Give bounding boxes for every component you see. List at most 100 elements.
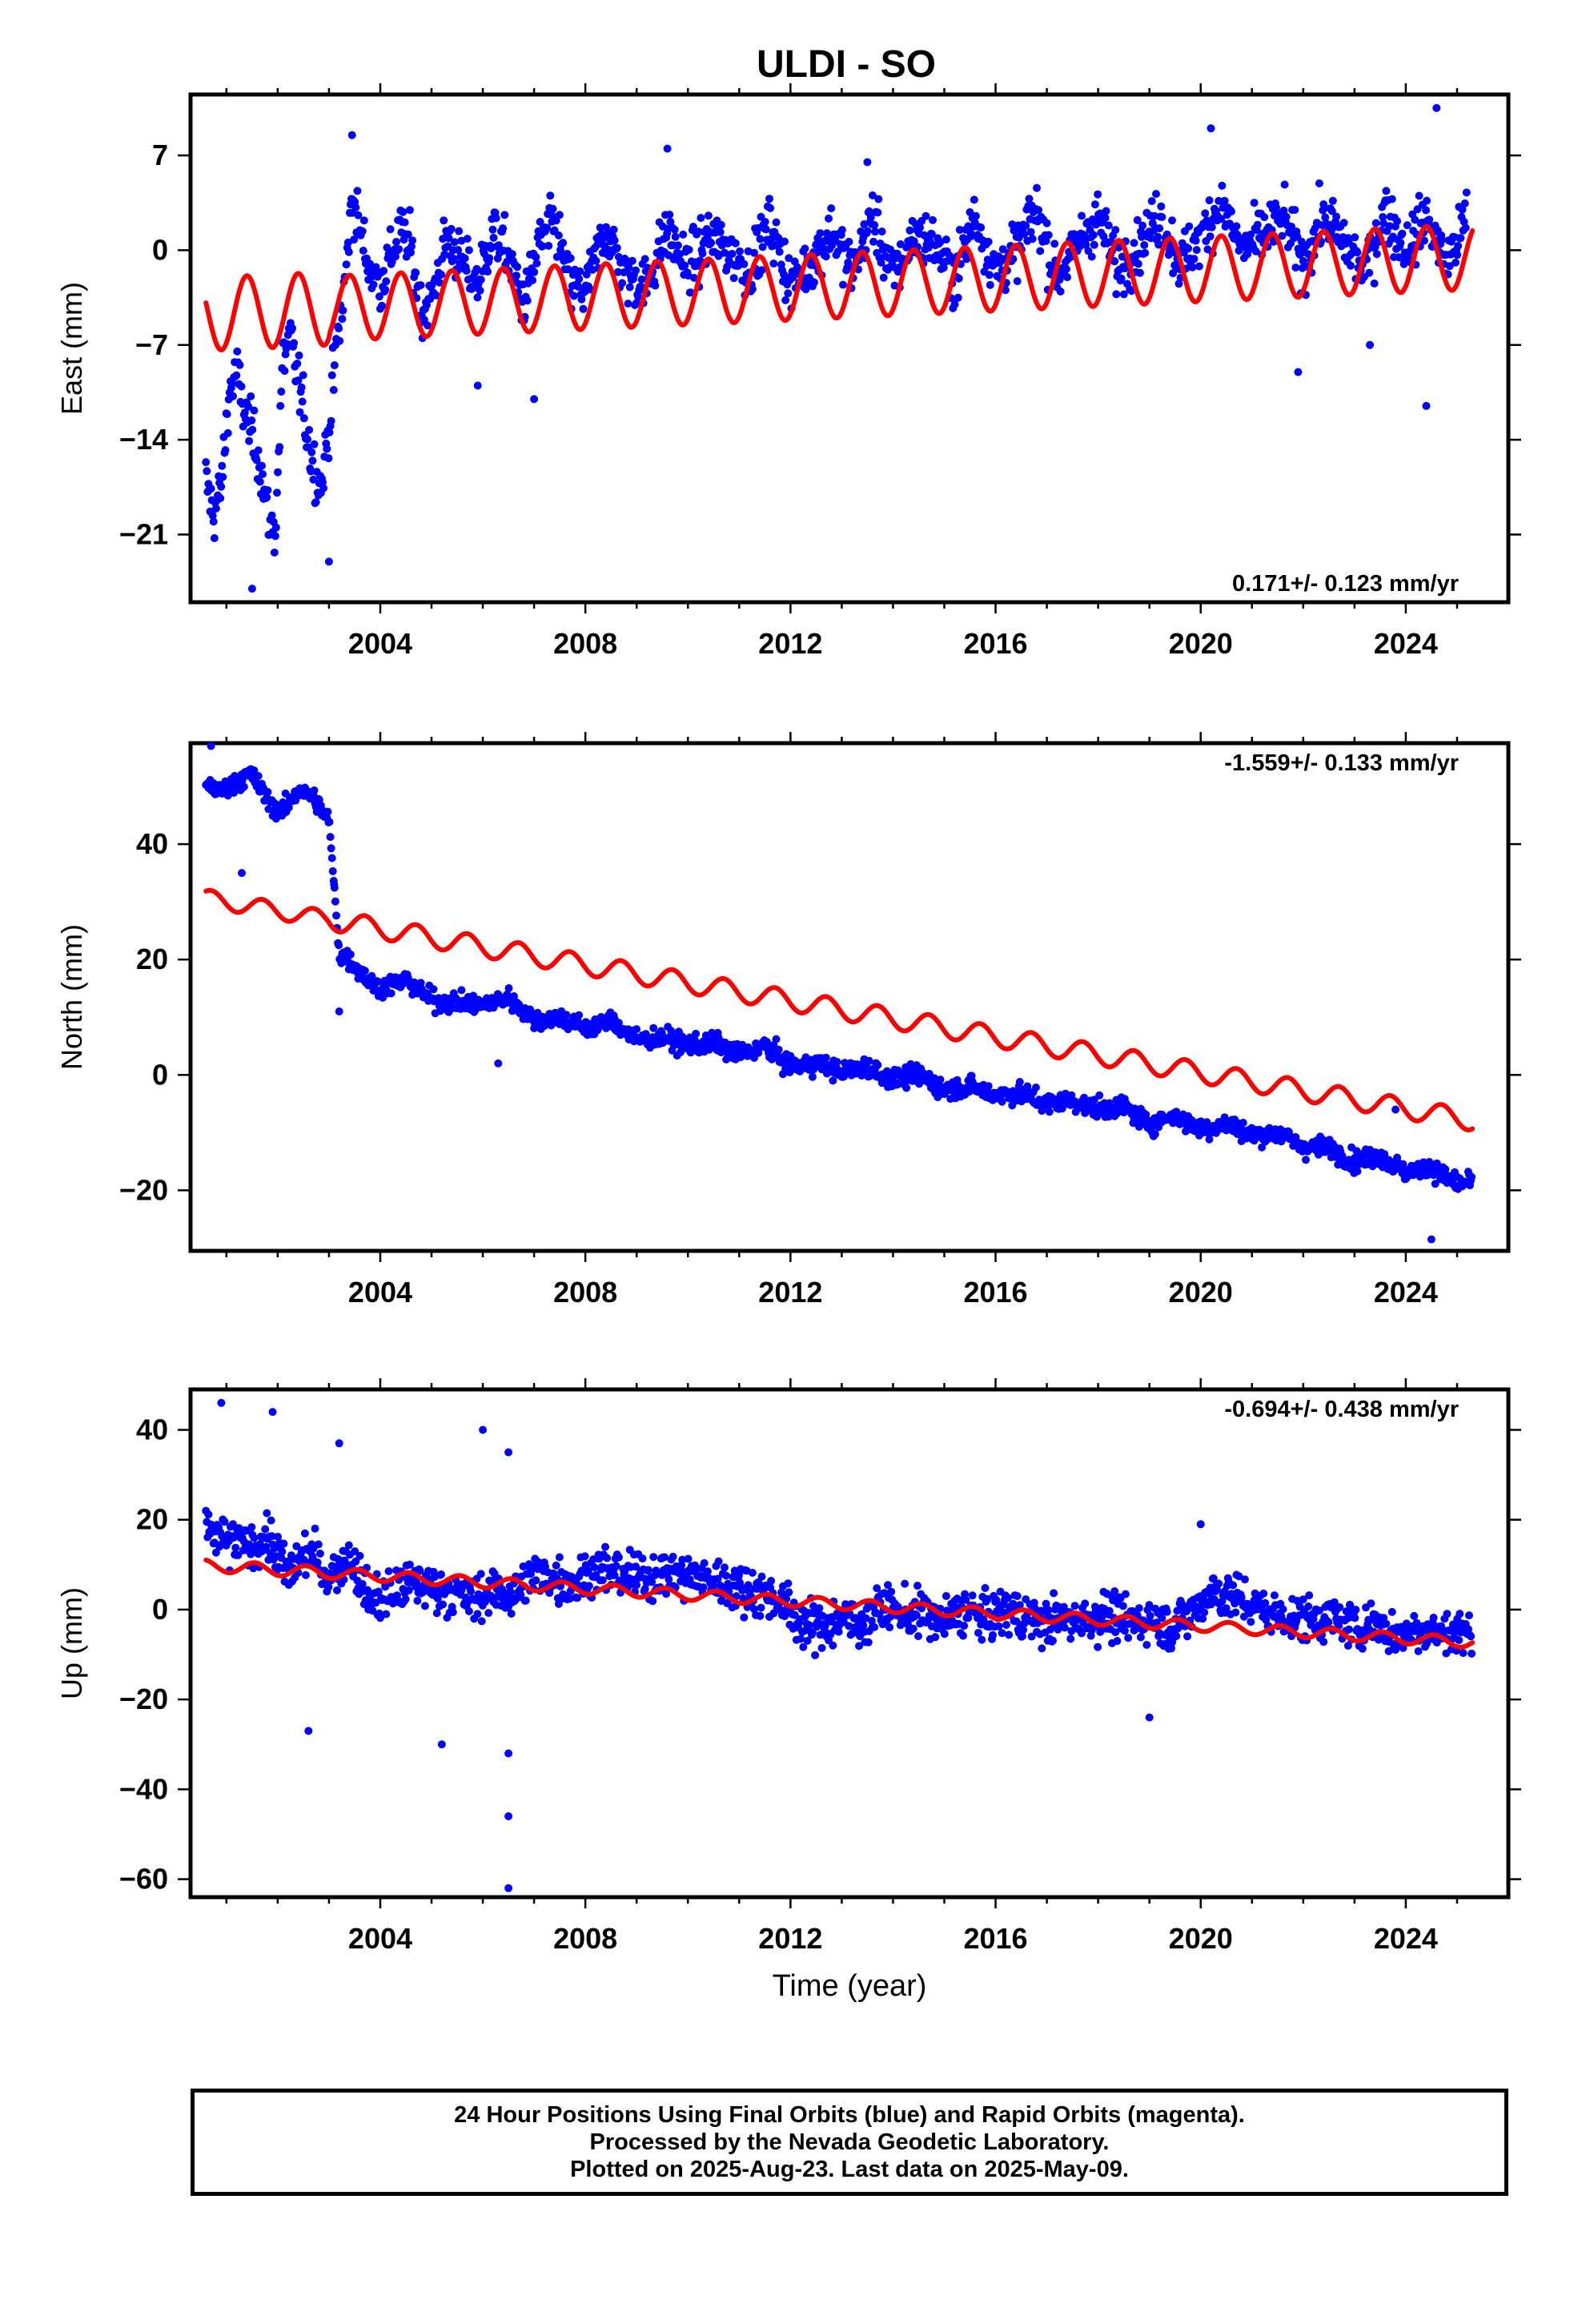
- up-data-point: [204, 1510, 213, 1519]
- north-data-point: [331, 897, 339, 906]
- up-data-point: [721, 1563, 729, 1572]
- east-data-point: [750, 248, 758, 257]
- north-data-point: [326, 833, 335, 842]
- up-data-point: [714, 1557, 723, 1566]
- east-data-point: [924, 243, 933, 252]
- up-data-point: [1279, 1605, 1287, 1614]
- east-data-point: [756, 235, 765, 243]
- east-data-point: [1044, 231, 1053, 239]
- up-data-point: [931, 1633, 940, 1642]
- up-y-tick-label: −20: [119, 1683, 168, 1715]
- east-data-point: [769, 259, 778, 268]
- east-data-point: [369, 280, 378, 289]
- up-data-point: [817, 1643, 826, 1652]
- east-data-point: [1403, 221, 1411, 230]
- up-data-point: [767, 1577, 776, 1585]
- north-data-point: [416, 979, 425, 987]
- up-data-point: [960, 1622, 969, 1630]
- north-data-point: [808, 1072, 817, 1081]
- up-outlier-point: [268, 1408, 277, 1417]
- up-data-point: [552, 1561, 560, 1570]
- up-data-point: [1351, 1614, 1359, 1622]
- east-data-point: [637, 275, 646, 283]
- up-data-point: [612, 1562, 620, 1570]
- east-data-point: [263, 486, 272, 495]
- north-data-point: [936, 1076, 945, 1084]
- east-data-point: [1462, 188, 1471, 197]
- east-data-point: [1013, 277, 1022, 286]
- east-data-point: [1150, 211, 1158, 220]
- east-data-point: [1287, 223, 1296, 231]
- east-data-point: [613, 267, 622, 276]
- east-data-point: [485, 254, 494, 263]
- east-data-point: [327, 371, 336, 380]
- up-data-point: [662, 1590, 671, 1598]
- east-data-point: [437, 270, 445, 279]
- east-data-point: [781, 296, 790, 304]
- east-data-point: [500, 211, 509, 219]
- east-data-point: [295, 408, 304, 416]
- east-data-point: [632, 299, 641, 308]
- east-y-tick-label: 0: [152, 233, 168, 266]
- up-data-point: [648, 1597, 657, 1606]
- east-data-point: [1119, 290, 1128, 299]
- north-data-point: [373, 977, 382, 986]
- up-data-point: [968, 1591, 977, 1600]
- north-data-point: [1431, 1180, 1439, 1188]
- up-data-point: [1042, 1599, 1050, 1608]
- east-data-point: [1133, 215, 1142, 224]
- north-outlier-point: [1427, 1235, 1435, 1244]
- east-data-point: [564, 265, 572, 274]
- east-data-point: [986, 280, 994, 289]
- up-data-point: [684, 1554, 693, 1563]
- up-data-point: [644, 1566, 652, 1574]
- east-x-tick-label: 2020: [1169, 627, 1233, 660]
- up-data-point: [870, 1622, 879, 1631]
- east-data-point: [1387, 195, 1396, 203]
- east-data-point: [1082, 240, 1090, 249]
- up-data-point: [909, 1624, 917, 1633]
- east-data-point: [1001, 286, 1010, 295]
- up-data-point: [722, 1571, 731, 1580]
- north-y-tick-label: 20: [136, 943, 168, 975]
- east-data-point: [1050, 239, 1059, 248]
- east-data-point: [216, 494, 225, 503]
- up-data-point: [803, 1636, 812, 1645]
- up-data-point: [1324, 1618, 1333, 1626]
- x-axis-label: Time (year): [773, 1969, 927, 2003]
- north-data-point: [335, 941, 343, 950]
- east-rate-label: 0.171+/- 0.123 mm/yr: [1232, 571, 1459, 597]
- east-data-point: [863, 227, 872, 235]
- east-data-point: [1201, 209, 1210, 218]
- east-data-point: [412, 268, 420, 277]
- east-data-point: [1247, 230, 1255, 239]
- up-data-point: [344, 1541, 353, 1550]
- east-data-point: [359, 247, 367, 255]
- east-data-point: [274, 468, 282, 476]
- up-y-tick-label: −40: [119, 1772, 168, 1805]
- up-x-tick-label: 2020: [1169, 1922, 1233, 1955]
- east-data-point: [469, 275, 478, 283]
- east-data-point: [954, 274, 963, 283]
- east-data-point: [1332, 212, 1341, 221]
- up-data-point: [603, 1554, 612, 1562]
- up-data-point: [301, 1570, 310, 1579]
- up-data-point: [1120, 1626, 1129, 1635]
- east-outlier-point: [1294, 368, 1303, 376]
- up-data-point: [324, 1582, 333, 1591]
- east-data-point: [624, 300, 632, 308]
- east-data-point: [810, 278, 818, 287]
- east-outlier-point: [1207, 124, 1215, 133]
- east-data-point: [1415, 191, 1423, 200]
- up-data-point: [1078, 1629, 1086, 1638]
- east-data-point: [1134, 259, 1142, 268]
- east-data-point: [967, 231, 976, 240]
- east-data-point: [217, 482, 226, 491]
- east-x-tick-label: 2024: [1374, 627, 1438, 660]
- east-data-point: [308, 456, 317, 465]
- east-data-point: [233, 347, 242, 356]
- up-data-point: [703, 1567, 712, 1576]
- east-data-point: [1321, 213, 1330, 222]
- up-x-tick-label: 2008: [553, 1922, 617, 1955]
- up-data-point: [1019, 1626, 1028, 1634]
